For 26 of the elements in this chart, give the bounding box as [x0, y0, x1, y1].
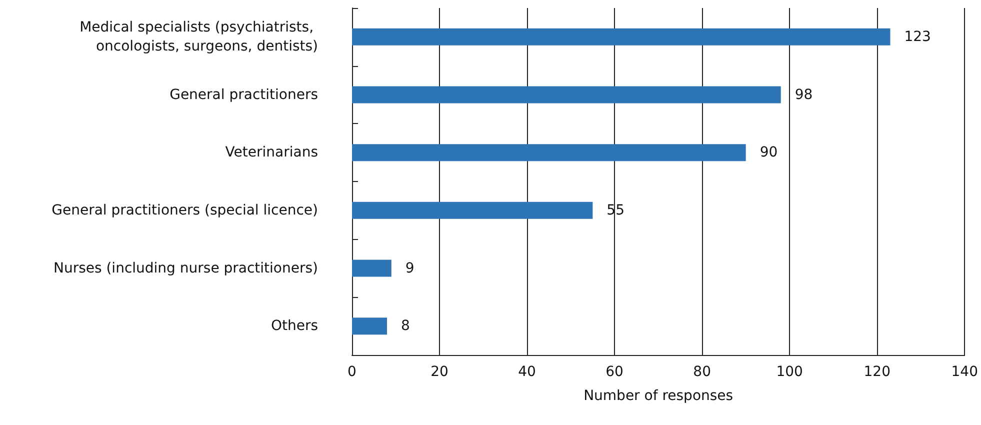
bar	[352, 86, 781, 104]
y-tick-label: General practitioners	[170, 86, 318, 103]
y-tick-label: Nurses (including nurse practitioners)	[53, 260, 318, 276]
x-tick-label: 0	[348, 364, 356, 380]
bar	[352, 144, 746, 162]
data-label: 90	[760, 144, 778, 161]
y-tick-label: Veterinarians	[225, 144, 318, 161]
y-tick-label: Medical specialists (psychiatrists, oncologists, surgeons, dentists)	[80, 19, 318, 54]
data-label: 8	[401, 318, 410, 334]
x-tick-label: 100	[776, 364, 803, 380]
data-label: 98	[794, 86, 813, 103]
x-tick-label: 40	[518, 364, 536, 380]
bar	[352, 318, 388, 335]
bar	[352, 202, 593, 219]
data-label: 9	[405, 260, 414, 276]
x-axis-title: Number of responses	[584, 388, 734, 404]
y-tick-label: General practitioners (special licence)	[52, 202, 318, 218]
y-tick-label: Others	[270, 318, 318, 334]
bar	[352, 260, 392, 277]
x-tick-label: 140	[951, 364, 978, 380]
data-label: 123	[904, 28, 931, 45]
x-tick-label: 80	[693, 364, 711, 380]
x-tick-label: 20	[430, 364, 448, 380]
x-tick-label: 120	[864, 364, 890, 380]
x-tick-label: 60	[606, 364, 624, 380]
bar	[352, 28, 890, 46]
